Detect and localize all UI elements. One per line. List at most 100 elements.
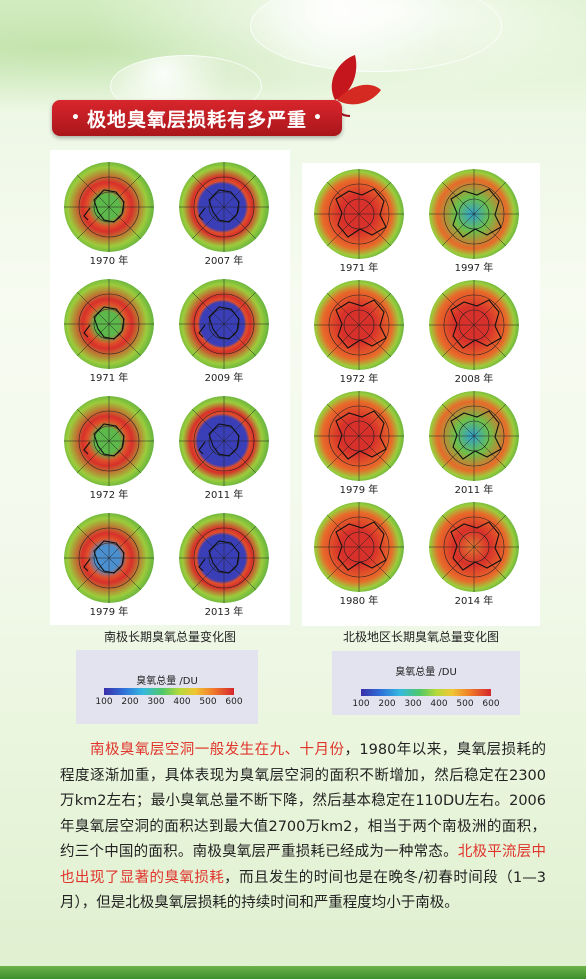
description-text-1: ，1980年以来，臭氧层损耗的程度逐渐加重，具体表现为臭氧层空洞的面积不断增加，… xyxy=(60,742,546,860)
longitude-line xyxy=(77,292,141,356)
map-year: 1970 年 xyxy=(89,256,129,267)
ozone-map xyxy=(429,391,519,481)
highlight-antarctic: 南极臭氧层空洞一般发生在九、十月份 xyxy=(90,742,345,758)
landmass-outline xyxy=(335,299,387,349)
map-cell: 1980 年 xyxy=(304,502,414,608)
map-year: 1979 年 xyxy=(339,485,379,496)
map-cell: 1979 年 xyxy=(54,513,164,619)
arctic-legend: 臭氧总量 /DU 100 200 300 400 500 600 xyxy=(332,651,520,715)
ozone-map xyxy=(314,502,404,592)
ozone-map xyxy=(179,513,269,603)
landmass-outline xyxy=(198,189,240,223)
ozone-map xyxy=(64,162,154,252)
map-cell: 2014 年 xyxy=(419,502,529,608)
map-cell: 1971 年 xyxy=(304,169,414,275)
ozone-map xyxy=(64,279,154,369)
description-text-2: ，而且发生的时间也是在晚冬/初春时间段（1—3月），但是北极臭氧层损耗的持续时间… xyxy=(60,869,546,912)
map-year: 1997 年 xyxy=(454,263,494,274)
map-cell: 2009 年 xyxy=(169,279,279,385)
map-year: 1972 年 xyxy=(339,374,379,385)
legend-tick: 200 xyxy=(378,699,396,709)
map-cell: 1972 年 xyxy=(54,396,164,502)
longitude-line xyxy=(442,293,506,357)
ozone-map xyxy=(179,279,269,369)
map-cell: 2007 年 xyxy=(169,162,279,268)
map-cell: 2013 年 xyxy=(169,513,279,619)
landmass-outline xyxy=(83,540,125,574)
map-year: 2013 年 xyxy=(204,607,244,618)
longitude-line xyxy=(192,292,256,356)
ozone-map xyxy=(429,280,519,370)
map-year: 1979 年 xyxy=(89,607,129,618)
landmass-outline xyxy=(83,189,125,223)
antarctic-caption: 南极长期臭氧总量变化图 xyxy=(103,630,236,644)
ozone-map xyxy=(429,169,519,259)
arctic-caption: 北极地区长期臭氧总量变化图 xyxy=(342,630,499,644)
landmass-outline xyxy=(83,306,125,340)
longitude-line xyxy=(77,526,141,590)
longitude-line xyxy=(327,293,391,357)
ozone-map xyxy=(314,169,404,259)
ozone-map xyxy=(179,396,269,486)
map-cell: 1970 年 xyxy=(54,162,164,268)
ozone-map xyxy=(64,396,154,486)
longitude-line xyxy=(442,404,506,468)
map-cell: 1972 年 xyxy=(304,280,414,386)
legend-color-bar xyxy=(104,688,234,695)
longitude-line xyxy=(442,182,506,246)
map-cell: 1979 年 xyxy=(304,391,414,497)
ozone-map xyxy=(314,391,404,481)
longitude-line xyxy=(192,175,256,239)
arctic-map-panel: 1971 年 1997 年 1972 年 2008 年 1979 年 2011 年 1980… xyxy=(302,163,540,626)
landmass-outline xyxy=(335,521,387,571)
longitude-line xyxy=(442,515,506,579)
legend-tick: 300 xyxy=(147,697,165,707)
landmass-outline xyxy=(198,306,240,340)
legend-tick: 500 xyxy=(456,699,474,709)
longitude-line xyxy=(327,404,391,468)
ozone-map xyxy=(314,280,404,370)
ozone-map xyxy=(64,513,154,603)
landmass-outline xyxy=(198,540,240,574)
longitude-line xyxy=(327,515,391,579)
legend-tick: 500 xyxy=(199,697,217,707)
legend-title: 臭氧总量 /DU xyxy=(395,667,457,678)
map-cell: 2011 年 xyxy=(419,391,529,497)
map-year: 2009 年 xyxy=(204,373,244,384)
ozone-map xyxy=(179,162,269,252)
map-year: 1971 年 xyxy=(339,263,379,274)
landmass-outline xyxy=(335,188,387,238)
description-paragraph: 南极臭氧层空洞一般发生在九、十月份，1980年以来，臭氧层损耗的程度逐渐加重，具… xyxy=(60,738,546,917)
map-cell: 1997 年 xyxy=(419,169,529,275)
map-year: 2008 年 xyxy=(454,374,494,385)
legend-tick: 100 xyxy=(95,697,113,707)
legend-tick: 600 xyxy=(482,699,500,709)
landmass-outline xyxy=(450,410,502,460)
landmass-outline xyxy=(198,423,240,457)
highlight-arctic: 北极平流层中也出现了显著的臭氧损耗 xyxy=(60,844,546,886)
map-year: 2011 年 xyxy=(454,485,494,496)
landmass-outline xyxy=(450,299,502,349)
landmass-outline xyxy=(450,521,502,571)
map-year: 1972 年 xyxy=(89,490,129,501)
landmass-outline xyxy=(335,410,387,460)
map-cell: 2008 年 xyxy=(419,280,529,386)
legend-tick: 200 xyxy=(121,697,139,707)
map-year: 2011 年 xyxy=(204,490,244,501)
legend-tick: 600 xyxy=(225,697,243,707)
legend-tick: 100 xyxy=(352,699,370,709)
map-year: 2014 年 xyxy=(454,596,494,607)
bottom-band xyxy=(0,966,586,979)
longitude-line xyxy=(192,526,256,590)
longitude-line xyxy=(192,409,256,473)
legend-tick: 300 xyxy=(404,699,422,709)
legend-tick: 400 xyxy=(173,697,191,707)
map-cell: 2011 年 xyxy=(169,396,279,502)
legend-title: 臭氧总量 /DU xyxy=(136,676,198,687)
longitude-line xyxy=(77,175,141,239)
map-year: 2007 年 xyxy=(204,256,244,267)
ozone-map xyxy=(429,502,519,592)
legend-tick: 400 xyxy=(430,699,448,709)
antarctic-legend: 臭氧总量 /DU 100 200 300 400 500 600 xyxy=(76,650,258,724)
map-year: 1971 年 xyxy=(89,373,129,384)
